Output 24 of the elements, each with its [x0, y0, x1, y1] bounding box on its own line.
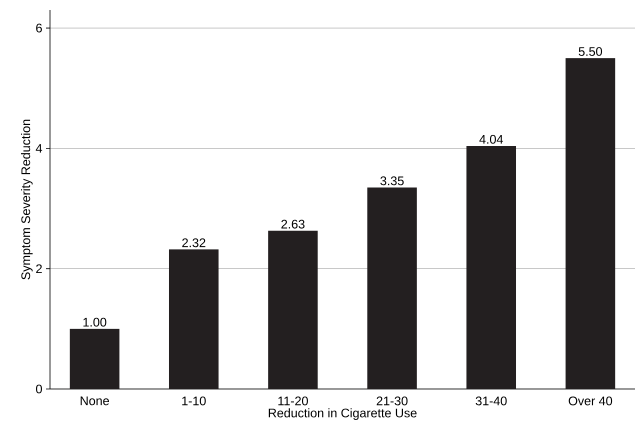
- data-label: 2.63: [281, 220, 305, 229]
- y-tick-label: 0: [36, 384, 42, 394]
- data-label: 1.00: [83, 318, 106, 327]
- x-tick-label: 21-30: [376, 396, 408, 406]
- data-label: 4.04: [479, 134, 504, 144]
- x-tick-label: 31-40: [476, 396, 507, 406]
- y-axis-title: Symptom Severity Reduction: [20, 120, 33, 280]
- data-label: 2.32: [182, 238, 206, 248]
- bar: [168, 249, 219, 389]
- x-tick-label: 1-10: [182, 396, 206, 406]
- bar: [566, 58, 616, 389]
- y-tick-label: 4: [36, 144, 42, 153]
- x-tick-label: 11-20: [278, 396, 308, 406]
- x-tick-label: Over 40: [568, 396, 612, 406]
- bar: [70, 328, 120, 389]
- bar: [367, 187, 417, 389]
- data-label: 3.35: [380, 176, 404, 186]
- x-tick-label: None: [80, 396, 110, 406]
- x-axis-title: Reduction in Cigarette Use: [268, 408, 417, 420]
- y-tick-label: 2: [36, 264, 42, 274]
- bar: [268, 230, 318, 389]
- data-label: 5.50: [578, 47, 602, 56]
- bar: [466, 146, 516, 389]
- y-tick-label: 6: [36, 24, 42, 32]
